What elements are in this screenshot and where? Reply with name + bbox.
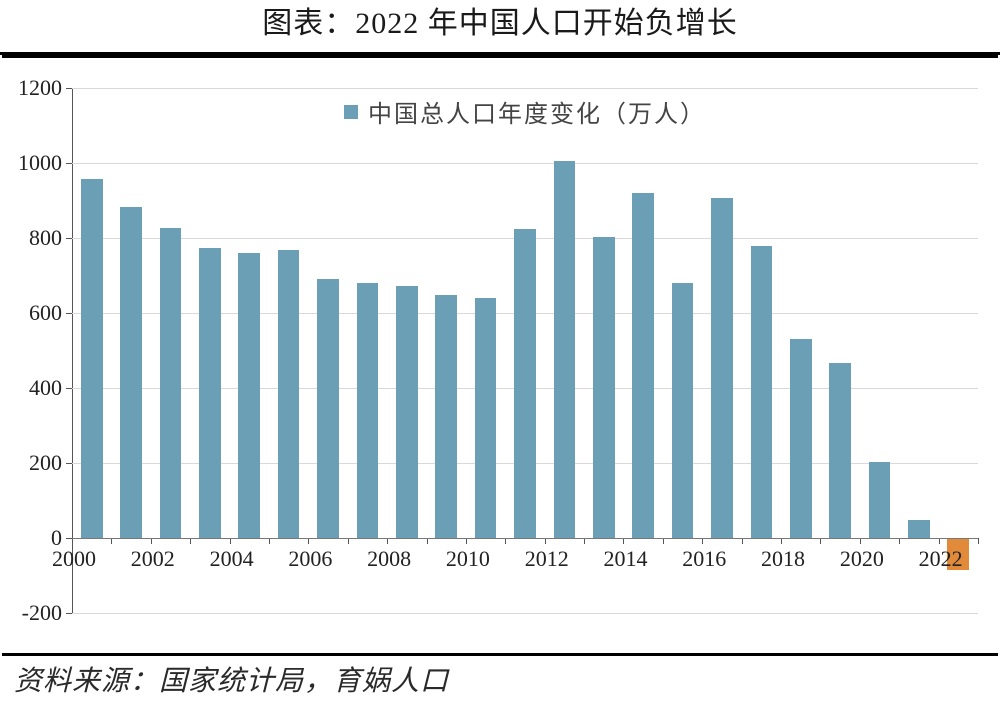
y-tick	[66, 613, 72, 614]
y-tick-label: -200	[22, 600, 62, 626]
x-tick-label: 2008	[367, 546, 411, 572]
y-tick-label: 600	[29, 300, 62, 326]
y-tick-label: 800	[29, 225, 62, 251]
legend-label: 中国总人口年度变化（万人）	[368, 94, 706, 129]
x-tick-label: 2020	[840, 546, 884, 572]
y-axis	[72, 88, 73, 613]
y-tick-label: 1000	[18, 150, 62, 176]
bar	[475, 298, 497, 538]
bar	[908, 520, 930, 538]
bar	[317, 279, 339, 539]
chart-figure: 图表：2022 年中国人口开始负增长 中国总人口年度变化（万人） -200020…	[0, 0, 1000, 704]
gridline	[72, 88, 978, 89]
bar	[199, 248, 221, 538]
x-tick	[978, 538, 979, 544]
gridline	[72, 613, 978, 614]
bar	[357, 283, 379, 538]
bar	[829, 363, 851, 538]
bar	[435, 295, 457, 538]
y-tick	[66, 463, 72, 464]
chart-title: 图表：2022 年中国人口开始负增长	[262, 7, 738, 40]
title-bar: 图表：2022 年中国人口开始负增长	[0, 0, 1000, 55]
bar	[554, 161, 576, 538]
bar	[81, 179, 103, 538]
footer-bar: 资料来源：国家统计局，育娲人口	[0, 659, 1000, 704]
x-tick-label: 2006	[288, 546, 332, 572]
chart-box: 中国总人口年度变化（万人） -2000200400600800100012002…	[2, 55, 998, 656]
legend: 中国总人口年度变化（万人）	[344, 94, 706, 129]
bar	[632, 193, 654, 538]
bar	[869, 462, 891, 539]
y-tick	[66, 163, 72, 164]
y-tick-label: 200	[29, 450, 62, 476]
y-tick-label: 1200	[18, 75, 62, 101]
bar	[711, 198, 733, 538]
y-tick	[66, 238, 72, 239]
plot-area: 中国总人口年度变化（万人） -2000200400600800100012002…	[72, 88, 978, 613]
x-tick-label: 2000	[52, 546, 96, 572]
gridline	[72, 163, 978, 164]
bar	[514, 229, 536, 538]
bar	[790, 339, 812, 538]
x-tick-label: 2004	[210, 546, 254, 572]
bar	[593, 237, 615, 539]
x-tick-label: 2016	[682, 546, 726, 572]
source-text: 资料来源：国家统计局，育娲人口	[14, 666, 449, 697]
x-axis	[72, 538, 978, 539]
x-tick-label: 2014	[603, 546, 647, 572]
y-tick	[66, 88, 72, 89]
x-tick-label: 2012	[525, 546, 569, 572]
y-tick-label: 400	[29, 375, 62, 401]
y-tick	[66, 313, 72, 314]
bar	[238, 253, 260, 538]
x-tick-label: 2010	[446, 546, 490, 572]
x-tick-label: 2022	[919, 546, 963, 572]
bar	[278, 250, 300, 538]
bar	[396, 286, 418, 538]
bar	[672, 283, 694, 538]
x-tick-label: 2002	[131, 546, 175, 572]
y-tick	[66, 388, 72, 389]
bar	[120, 207, 142, 539]
bar	[160, 228, 182, 538]
legend-swatch	[344, 105, 358, 119]
x-tick-label: 2018	[761, 546, 805, 572]
bar	[751, 246, 773, 538]
